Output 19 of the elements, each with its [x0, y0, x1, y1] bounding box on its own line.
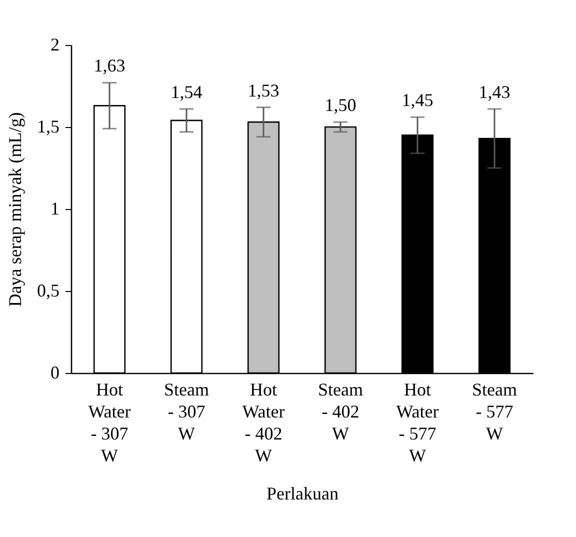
x-tick-label: Hot Water - 307 W — [88, 380, 131, 466]
y-axis-title: Daya serap minyak (mL/g) — [5, 112, 25, 307]
data-label: 1,53 — [248, 80, 280, 100]
y-tick-label: 1,5 — [37, 116, 60, 136]
data-label: 1,63 — [94, 56, 126, 76]
x-tick-label: Hot Water - 577 W — [396, 380, 439, 466]
y-tick-label: 1 — [50, 198, 60, 218]
x-axis-title: Perlakuan — [266, 484, 338, 504]
data-label: 1,54 — [170, 82, 202, 102]
y-tick-label: 2 — [50, 34, 60, 54]
x-tick-label: Steam - 402 W — [318, 380, 363, 444]
x-tick-label: Steam - 307 W — [164, 380, 209, 444]
y-tick-label: 0 — [50, 362, 60, 382]
x-tick-label: Steam - 577 W — [472, 380, 517, 444]
x-tick-label: Hot Water - 402 W — [242, 380, 285, 466]
data-label: 1,50 — [324, 95, 356, 116]
data-label: 1,45 — [402, 90, 434, 110]
y-tick-label: 0,5 — [37, 280, 60, 300]
data-label: 1,43 — [478, 82, 510, 102]
